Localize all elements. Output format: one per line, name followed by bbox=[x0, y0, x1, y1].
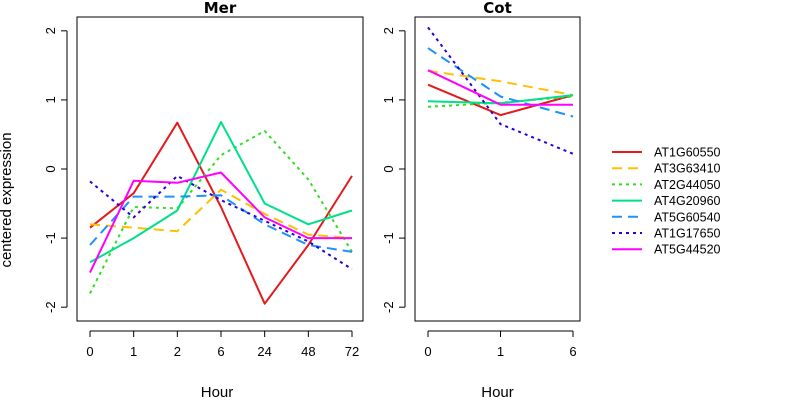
y-tick-label: 0 bbox=[43, 165, 58, 172]
series-line-at5g60540 bbox=[89, 194, 353, 253]
y-tick-label: 1 bbox=[43, 96, 58, 103]
legend-label: AT5G60540 bbox=[654, 210, 721, 224]
x-tick-label: 0 bbox=[424, 344, 431, 359]
legend-item: AT5G60540 bbox=[612, 210, 721, 224]
legend: AT1G60550 AT3G63410 AT2G44050 AT4G20960 AT5G… bbox=[612, 146, 721, 257]
series-line-at5g44520 bbox=[427, 69, 573, 106]
series-line-at1g17650 bbox=[427, 26, 574, 155]
y-tick-label: 0 bbox=[381, 165, 396, 172]
plot-frame bbox=[414, 16, 581, 322]
panel-mer: Mer -2 -1 0 1 2 0 1 2 6 24 48 72 Hour bbox=[43, 0, 364, 400]
legend-item: AT5G44520 bbox=[612, 243, 721, 257]
series-line-at3g63410 bbox=[89, 188, 353, 240]
y-tick-label: -1 bbox=[43, 232, 58, 244]
legend-label: AT1G17650 bbox=[654, 227, 721, 241]
x-tick-label: 6 bbox=[217, 344, 224, 359]
series-line-at5g44520 bbox=[89, 171, 352, 274]
legend-label: AT2G44050 bbox=[654, 178, 721, 192]
panel-cot: Cot -2 -1 0 1 2 0 1 6 Hour bbox=[381, 0, 581, 400]
series-line-at3g63410 bbox=[427, 69, 574, 97]
series-line-at4g20960 bbox=[427, 94, 574, 105]
x-axis-label: Hour bbox=[481, 384, 514, 400]
series-line-at2g44050 bbox=[89, 130, 353, 294]
y-tick-label: -1 bbox=[381, 232, 396, 244]
panels: Mer -2 -1 0 1 2 0 1 2 6 24 48 72 Hour Cot -2 -1 0 1 2 0 1 6 Hou… bbox=[43, 0, 581, 400]
legend-label: AT4G20960 bbox=[654, 194, 721, 208]
x-tick-label: 6 bbox=[569, 344, 576, 359]
x-tick-label: 72 bbox=[345, 344, 359, 359]
series-line-at4g20960 bbox=[89, 121, 353, 264]
legend-label: AT1G60550 bbox=[654, 146, 721, 160]
legend-label: AT3G63410 bbox=[654, 162, 721, 176]
y-tick-label: -2 bbox=[381, 301, 396, 313]
legend-item: AT3G63410 bbox=[612, 162, 721, 176]
x-axis-label: Hour bbox=[201, 384, 234, 400]
series-line-at1g60550 bbox=[89, 121, 353, 305]
series-line-at1g60550 bbox=[427, 83, 574, 117]
legend-item: AT2G44050 bbox=[612, 178, 721, 192]
plot-frame bbox=[76, 16, 364, 322]
legend-label: AT5G44520 bbox=[654, 243, 721, 257]
x-tick-label: 2 bbox=[174, 344, 181, 359]
y-tick-label: -2 bbox=[43, 301, 58, 313]
x-tick-label: 1 bbox=[130, 344, 137, 359]
y-tick-label: 2 bbox=[43, 27, 58, 34]
y-tick-label: 2 bbox=[381, 27, 396, 34]
legend-item: AT4G20960 bbox=[612, 194, 721, 208]
x-tick-label: 1 bbox=[497, 344, 504, 359]
panel-title: Mer bbox=[204, 0, 237, 17]
y-axis-label: centered expression bbox=[0, 132, 15, 267]
y-tick-label: 1 bbox=[381, 96, 396, 103]
x-tick-label: 0 bbox=[86, 344, 93, 359]
panel-title: Cot bbox=[483, 0, 511, 17]
legend-item: AT1G60550 bbox=[612, 146, 721, 160]
series-line-at5g60540 bbox=[427, 47, 574, 118]
series-line-at1g17650 bbox=[89, 174, 353, 271]
x-tick-label: 48 bbox=[301, 344, 315, 359]
x-tick-label: 24 bbox=[257, 344, 271, 359]
legend-item: AT1G17650 bbox=[612, 227, 721, 241]
